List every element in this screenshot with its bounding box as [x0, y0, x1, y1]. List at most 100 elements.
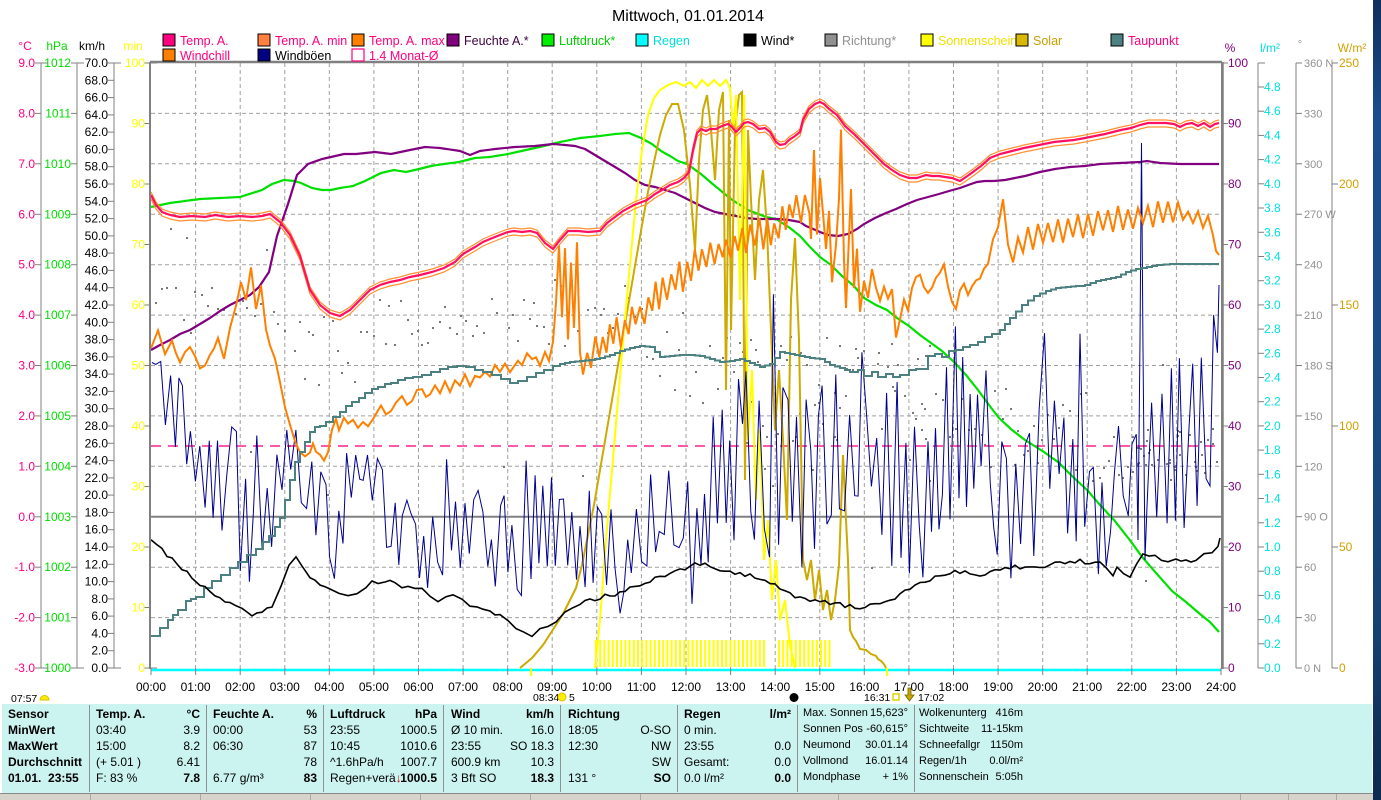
svg-text:22.0: 22.0: [85, 471, 109, 485]
svg-text:2.0: 2.0: [91, 644, 108, 658]
svg-text:hPa: hPa: [46, 39, 68, 53]
svg-text:01:00: 01:00: [181, 680, 211, 694]
svg-text:360 N: 360 N: [1304, 58, 1333, 70]
svg-text:80: 80: [1228, 177, 1242, 191]
svg-text:06:00: 06:00: [403, 680, 433, 694]
svg-text:18.0: 18.0: [85, 505, 109, 519]
svg-text:Windchill: Windchill: [180, 49, 230, 63]
svg-text:40: 40: [132, 419, 146, 433]
svg-text:Regen: Regen: [653, 34, 690, 48]
svg-text:8.0: 8.0: [18, 106, 35, 120]
svg-text:24:00: 24:00: [1206, 680, 1236, 694]
svg-text:4.6: 4.6: [1264, 104, 1281, 118]
svg-text:1.8: 1.8: [1264, 443, 1281, 457]
svg-text:42.0: 42.0: [85, 298, 109, 312]
svg-text:90 O: 90 O: [1304, 512, 1328, 524]
svg-text:%: %: [1225, 41, 1236, 55]
svg-text:11:00: 11:00: [627, 680, 656, 694]
svg-text:10: 10: [132, 601, 146, 615]
svg-text:2.2: 2.2: [1264, 395, 1281, 409]
svg-text:20:00: 20:00: [1028, 680, 1058, 694]
svg-text:100: 100: [125, 56, 145, 70]
svg-text:W/m²: W/m²: [1338, 41, 1367, 55]
svg-text:1.0: 1.0: [18, 459, 35, 473]
svg-text:90: 90: [1228, 117, 1242, 131]
svg-text:Solar: Solar: [1033, 34, 1062, 48]
svg-text:4.4: 4.4: [1264, 128, 1281, 142]
svg-text:km/h: km/h: [79, 39, 105, 53]
svg-text:10: 10: [1228, 601, 1242, 615]
svg-text:0.0: 0.0: [91, 661, 108, 675]
svg-text:68.0: 68.0: [85, 73, 109, 87]
svg-text:1004: 1004: [44, 459, 71, 473]
svg-text:l/m²: l/m²: [1260, 41, 1280, 55]
svg-text:250: 250: [1339, 56, 1359, 70]
svg-text:62.0: 62.0: [85, 125, 109, 139]
svg-text:26.0: 26.0: [85, 436, 109, 450]
svg-text:1011: 1011: [45, 106, 71, 120]
svg-text:40.0: 40.0: [85, 315, 109, 329]
svg-text:21:00: 21:00: [1072, 680, 1102, 694]
svg-text:1006: 1006: [44, 359, 71, 373]
svg-text:15:00: 15:00: [805, 680, 835, 694]
svg-text:100: 100: [1228, 56, 1248, 70]
svg-text:58.0: 58.0: [85, 160, 109, 174]
svg-text:00:00: 00:00: [136, 680, 166, 694]
svg-text:1010: 1010: [44, 157, 71, 171]
svg-text:28.0: 28.0: [85, 419, 109, 433]
svg-text:18:00: 18:00: [938, 680, 968, 694]
svg-text:48.0: 48.0: [85, 246, 109, 260]
svg-text:14:00: 14:00: [760, 680, 790, 694]
svg-text:°C: °C: [18, 39, 32, 53]
svg-text:32.0: 32.0: [85, 384, 109, 398]
svg-text:08:34: 08:34: [533, 692, 559, 704]
svg-text:3.0: 3.0: [1264, 298, 1281, 312]
svg-text:52.0: 52.0: [85, 212, 109, 226]
svg-text:3.0: 3.0: [18, 359, 35, 373]
svg-text:22:00: 22:00: [1117, 680, 1147, 694]
svg-text:04:00: 04:00: [314, 680, 344, 694]
svg-text:3.6: 3.6: [1264, 225, 1281, 239]
svg-text:300: 300: [1304, 159, 1322, 171]
svg-text:16:00: 16:00: [849, 680, 879, 694]
svg-text:0.0: 0.0: [18, 510, 35, 524]
svg-text:0.4: 0.4: [1264, 613, 1281, 627]
svg-text:20.0: 20.0: [85, 488, 109, 502]
svg-text:6.0: 6.0: [91, 609, 108, 623]
svg-text:2.8: 2.8: [1264, 322, 1281, 336]
svg-text:54.0: 54.0: [85, 194, 109, 208]
svg-text:60: 60: [132, 298, 146, 312]
svg-text:16:31: 16:31: [864, 692, 890, 704]
svg-text:66.0: 66.0: [85, 91, 109, 105]
svg-text:60: 60: [1304, 562, 1316, 574]
svg-text:36.0: 36.0: [85, 350, 109, 364]
svg-text:150: 150: [1304, 411, 1322, 423]
svg-text:0.6: 0.6: [1264, 588, 1281, 602]
svg-text:08:00: 08:00: [493, 680, 523, 694]
svg-text:6.0: 6.0: [18, 207, 35, 221]
svg-text:90: 90: [132, 117, 146, 131]
svg-text:0 N: 0 N: [1304, 663, 1321, 675]
svg-text:50: 50: [1339, 540, 1353, 554]
svg-text:34.0: 34.0: [85, 367, 109, 381]
svg-text:1.4: 1.4: [1264, 492, 1281, 506]
svg-text:210: 210: [1304, 310, 1322, 322]
svg-text:1005: 1005: [44, 409, 71, 423]
svg-text:07:00: 07:00: [448, 680, 478, 694]
svg-text:Luftdruck*: Luftdruck*: [559, 34, 615, 48]
svg-text:2.0: 2.0: [1264, 419, 1281, 433]
svg-text:240: 240: [1304, 260, 1322, 272]
svg-text:24.0: 24.0: [85, 454, 109, 468]
svg-text:14.0: 14.0: [85, 540, 109, 554]
svg-text:30: 30: [1304, 613, 1316, 625]
svg-text:1.0: 1.0: [1264, 540, 1281, 554]
svg-text:1003: 1003: [44, 510, 71, 524]
svg-text:20: 20: [1228, 540, 1242, 554]
svg-text:1.2: 1.2: [1264, 516, 1281, 530]
svg-text:17:00: 17:00: [894, 680, 924, 694]
svg-text:0.8: 0.8: [1264, 564, 1281, 578]
svg-text:1007: 1007: [44, 308, 71, 322]
svg-text:10:00: 10:00: [582, 680, 612, 694]
svg-text:330: 330: [1304, 108, 1322, 120]
svg-text:23:00: 23:00: [1161, 680, 1191, 694]
